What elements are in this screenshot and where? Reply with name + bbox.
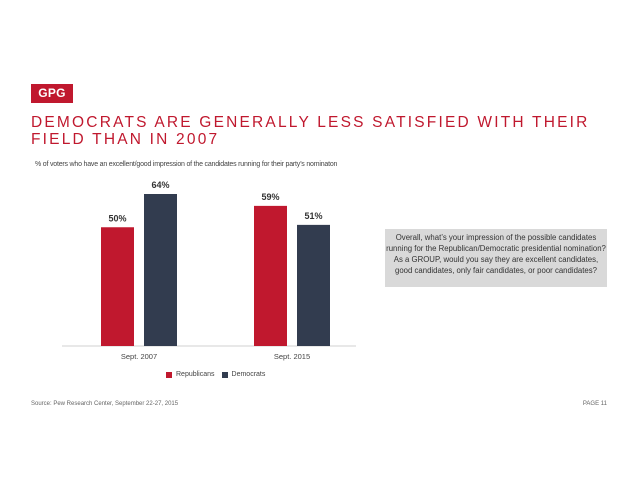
chart-subtitle: % of voters who have an excellent/good i… — [35, 161, 338, 168]
bar-republicans-0 — [101, 227, 134, 346]
legend-label-democrats: Democrats — [231, 371, 266, 378]
page-title: DEMOCRATS ARE GENERALLY LESS SATISFIED W… — [31, 114, 590, 148]
legend-label-republicans: Republicans — [176, 371, 215, 378]
data-label-republicans-1: 59% — [261, 192, 279, 202]
bar-republicans-1 — [254, 205, 287, 346]
data-label-republicans-0: 50% — [108, 213, 126, 223]
legend-swatch-republicans — [166, 371, 172, 378]
x-tick-label-1: Sept. 2015 — [274, 352, 310, 361]
x-tick-label-0: Sept. 2007 — [121, 352, 157, 361]
bar-democrats-0 — [144, 194, 177, 346]
gpg-logo: GPG — [31, 84, 73, 103]
survey-question-callout: Overall, what’s your impression of the p… — [385, 229, 607, 287]
bar-democrats-1 — [297, 224, 330, 346]
data-label-democrats-1: 51% — [304, 211, 322, 221]
source-note: Source: Pew Research Center, September 2… — [31, 401, 179, 407]
page-number: PAGE 11 — [582, 401, 607, 407]
chart-legend: Republicans Democrats — [166, 371, 265, 378]
legend-swatch-democrats — [221, 371, 228, 378]
data-label-democrats-0: 64% — [151, 180, 169, 190]
